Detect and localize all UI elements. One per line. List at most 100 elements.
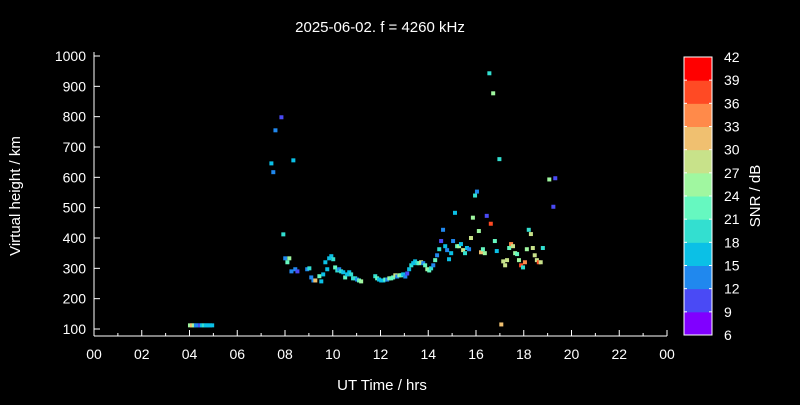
data-point [519,263,524,268]
data-point [524,247,529,252]
data-point [547,177,552,182]
data-point [317,274,322,279]
data-point [452,210,457,215]
x-axis-label: UT Time / hrs [337,377,427,394]
data-point [273,128,278,133]
data-point [391,275,396,280]
data-point [295,269,300,274]
data-point [476,229,481,234]
colorbar-tick-label: 24 [724,188,740,204]
data-point [516,258,521,263]
data-point [501,259,506,264]
data-point [538,260,543,265]
data-point [359,279,364,284]
data-point [521,265,526,270]
colorbar-band [684,126,712,151]
colorbar-tick-label: 27 [724,165,740,181]
y-tick-label: 900 [63,78,87,94]
data-point [488,221,493,226]
x-tick-label: 06 [229,346,245,362]
data-point [421,261,426,266]
data-point [482,251,487,256]
colorbar-band [684,172,712,197]
data-point [313,278,318,283]
colorbar-band [684,265,712,290]
x-tick-label: 16 [468,346,484,362]
data-point [447,257,452,262]
data-point [323,260,328,265]
x-tick-label: 14 [420,346,436,362]
data-point [467,247,472,252]
data-point [285,260,290,265]
colorbar-band [684,196,712,220]
data-point [492,239,497,244]
y-tick-label: 300 [63,260,87,276]
y-axis-label: Virtual height / km [7,136,24,256]
data-point [385,277,390,282]
data-point [321,272,326,277]
data-point [429,266,434,271]
data-point [329,254,334,259]
data-point [281,232,286,237]
y-tick-label: 100 [63,321,87,337]
data-point [413,259,418,264]
data-point [210,323,215,328]
data-point [403,274,408,279]
data-point [293,267,298,272]
data-point [343,275,348,280]
data-point [195,323,200,328]
data-point [470,215,475,220]
data-point [327,256,332,261]
data-point [551,204,556,209]
colorbar-band [684,57,712,81]
data-point [457,244,462,249]
data-point [407,267,412,272]
data-point [351,276,356,281]
data-point [530,246,535,251]
data-point [437,247,442,252]
data-point [503,263,508,268]
data-point [494,249,499,254]
data-point [357,278,362,283]
data-point [433,258,438,263]
colorbar-tick-label: 36 [724,95,740,111]
data-point [208,323,213,328]
data-point [319,279,324,284]
colorbar-tick-label: 6 [724,327,732,343]
y-tick-label: 600 [63,169,87,185]
colorbar-tick-label: 15 [724,258,740,274]
colorbar-band [684,219,712,243]
x-tick-label: 02 [134,346,150,362]
colorbar-tick-label: 9 [724,304,732,320]
data-point [522,260,527,265]
x-tick-label: 18 [516,346,532,362]
colorbar-tick-label: 39 [724,72,740,88]
data-point [409,263,414,268]
data-point [379,278,384,283]
data-point [507,246,512,251]
colorbar-band [684,311,712,336]
data-point [435,253,440,258]
y-tick-label: 500 [63,200,87,216]
data-point [499,322,504,327]
data-point [347,270,352,275]
data-point [333,265,338,270]
data-point [205,323,210,328]
data-point [509,242,514,247]
data-point [443,244,448,249]
data-point [427,268,432,273]
colorbar-band [684,103,712,127]
chart-title: 2025-06-02. f = 4260 kHz [295,19,465,36]
colorbar-tick-label: 42 [724,49,740,65]
data-point [439,239,444,244]
data-point [345,272,350,277]
data-point [464,246,469,251]
x-tick-label: 08 [277,346,293,362]
colorbar-band [684,149,712,174]
colorbar-tick-label: 33 [724,119,740,135]
data-point [405,271,410,276]
data-points [187,71,558,328]
data-point [484,213,489,218]
data-point [491,91,496,96]
data-point [349,272,354,277]
